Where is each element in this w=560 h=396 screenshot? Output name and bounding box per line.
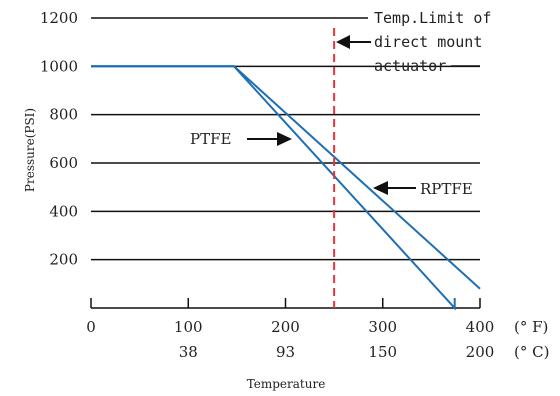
ptfe-annotation: PTFE	[190, 130, 292, 148]
limit-label-line-2: direct mount	[374, 33, 482, 51]
x-unit-celsius: (° C)	[514, 343, 549, 361]
y-tick-labels: 200 400 600 800 1000 1200	[40, 9, 78, 269]
series-line-rptfe	[91, 65, 481, 290]
limit-label-line-1: Temp.Limit of	[374, 9, 491, 27]
limit-label-line-3: actuator	[374, 57, 446, 75]
rptfe-label: RPTFE	[420, 180, 473, 198]
limit-arrow-icon	[336, 35, 371, 49]
rptfe-annotation: RPTFE	[373, 180, 473, 198]
x-axis	[90, 298, 481, 309]
x-tick-f-100: 100	[174, 318, 203, 336]
x-tick-f-300: 300	[368, 318, 397, 336]
y-tick-label-600: 600	[49, 154, 78, 172]
limit-annotation: Temp.Limit of direct mount actuator	[336, 9, 491, 75]
x-tick-f-0: 0	[86, 318, 96, 336]
x-tick-labels-fahrenheit: 0 100 200 300 400	[86, 318, 494, 336]
x-tick-c-150: 150	[368, 343, 397, 361]
y-tick-label-1000: 1000	[40, 57, 78, 75]
x-tick-c-200: 200	[466, 343, 495, 361]
x-axis-title: Temperature	[247, 377, 326, 391]
x-tick-f-200: 200	[271, 318, 300, 336]
x-tick-c-93: 93	[276, 343, 295, 361]
x-unit-fahrenheit: (° F)	[514, 318, 548, 336]
y-tick-label-200: 200	[49, 251, 78, 269]
ptfe-label: PTFE	[190, 130, 231, 148]
x-tick-c-38: 38	[179, 343, 198, 361]
y-tick-label-800: 800	[49, 106, 78, 124]
rptfe-arrow-icon	[373, 181, 416, 195]
ptfe-arrow-icon	[247, 132, 292, 146]
y-tick-label-1200: 1200	[40, 9, 78, 27]
y-tick-label-400: 400	[49, 202, 78, 220]
y-axis-title: Pressure(PSI)	[23, 108, 37, 192]
x-tick-labels-celsius: 38 93 150 200	[179, 343, 495, 361]
x-tick-f-400: 400	[466, 318, 495, 336]
